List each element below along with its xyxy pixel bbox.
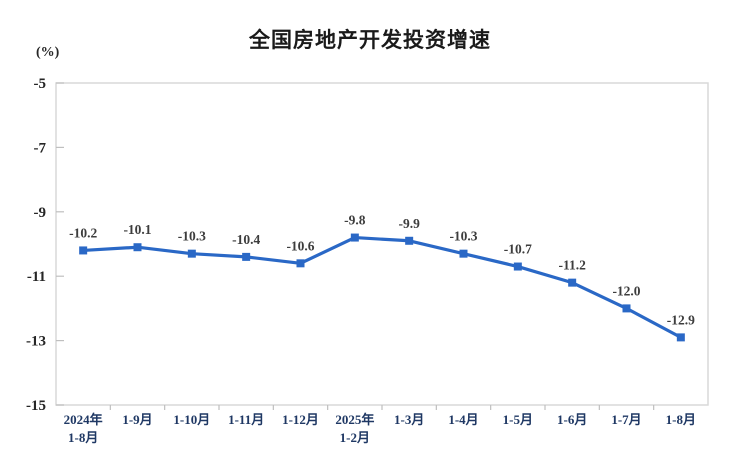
data-point-marker xyxy=(79,246,88,255)
data-label: -10.3 xyxy=(449,229,477,244)
x-axis-label: 1-12月 xyxy=(282,412,319,427)
data-label: -10.6 xyxy=(286,238,314,253)
x-axis-label: 1-8月 xyxy=(666,412,696,427)
data-point-marker xyxy=(350,233,359,242)
data-point-marker xyxy=(187,249,196,258)
data-label: -10.7 xyxy=(504,242,532,257)
chart-title: 全国房地产开发投资增速 xyxy=(249,29,491,52)
x-axis-label: 2024年 xyxy=(64,412,103,427)
y-tick-label: -9 xyxy=(34,205,47,221)
trend-line xyxy=(81,235,683,339)
x-axis-label: 2025年 xyxy=(335,412,374,427)
data-point-marker xyxy=(676,333,685,342)
y-tick-label: -11 xyxy=(27,269,46,285)
data-label: -12.0 xyxy=(612,283,640,298)
y-tick-label: -13 xyxy=(26,334,46,350)
x-axis-label: 1-9月 xyxy=(122,412,152,427)
x-axis-label: 1-2月 xyxy=(340,430,370,445)
data-point-marker xyxy=(242,252,251,261)
y-axis-unit-label: (%) xyxy=(36,45,60,60)
data-label: -10.4 xyxy=(232,232,260,247)
y-tick-label: -7 xyxy=(34,140,47,156)
x-axis-label: 1-5月 xyxy=(503,412,533,427)
data-label: -10.2 xyxy=(69,225,97,240)
plot-area-border xyxy=(55,82,709,406)
x-axis-label: 1-3月 xyxy=(394,412,424,427)
data-label: -10.1 xyxy=(123,222,151,237)
data-label: -11.2 xyxy=(558,258,586,273)
data-label: -10.3 xyxy=(178,229,206,244)
x-axis-label: 1-8月 xyxy=(68,430,98,445)
data-label: -12.9 xyxy=(667,312,695,327)
y-tick-label: -5 xyxy=(34,76,47,92)
y-tick-label: -15 xyxy=(26,398,46,414)
data-point-marker xyxy=(622,304,631,313)
data-point-marker xyxy=(459,249,468,258)
data-point-marker xyxy=(513,262,522,271)
x-axis-label: 1-10月 xyxy=(173,412,210,427)
data-point-marker xyxy=(568,278,577,287)
data-point-marker xyxy=(296,259,305,268)
x-axis-label: 1-7月 xyxy=(611,412,641,427)
data-point-marker xyxy=(133,243,142,252)
x-axis-label: 1-4月 xyxy=(448,412,478,427)
data-label: -9.9 xyxy=(398,216,420,231)
x-axis-label: 1-11月 xyxy=(228,412,264,427)
data-label: -9.8 xyxy=(344,213,366,228)
x-axis-label: 1-6月 xyxy=(557,412,587,427)
data-point-marker xyxy=(405,236,414,245)
